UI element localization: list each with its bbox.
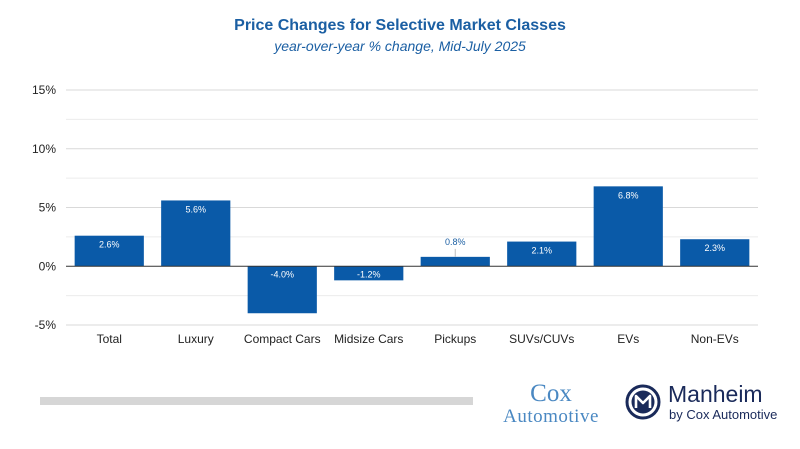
data-label: 0.8% — [445, 237, 466, 247]
cox-automotive-logo: Cox Automotive — [489, 381, 613, 427]
cox-logo-word: Cox — [530, 380, 572, 407]
x-tick-label: Pickups — [434, 332, 476, 346]
y-tick-label: 5% — [39, 201, 57, 215]
bar — [247, 266, 317, 314]
x-tick-label: Total — [97, 332, 122, 346]
y-tick-label: -5% — [35, 318, 57, 332]
data-label: -1.2% — [357, 269, 381, 279]
chart-title: Price Changes for Selective Market Class… — [234, 17, 566, 34]
data-label: 2.1% — [531, 246, 552, 256]
x-tick-label: Non-EVs — [691, 332, 739, 346]
y-tick-label: 15% — [32, 83, 56, 97]
bar — [74, 235, 144, 267]
data-label: 6.8% — [618, 190, 639, 200]
chart-subtitle: year-over-year % change, Mid-July 2025 — [274, 38, 526, 54]
data-label: 2.6% — [99, 240, 120, 250]
data-label: 2.3% — [704, 243, 725, 253]
y-tick-label: 0% — [39, 259, 57, 273]
manheim-logo-sub: by Cox Automotive — [669, 407, 778, 422]
x-tick-label: Luxury — [178, 332, 214, 346]
x-tick-label: EVs — [617, 332, 639, 346]
bar — [507, 241, 577, 267]
manheim-logo-name: Manheim — [668, 381, 763, 407]
x-tick-label: Midsize Cars — [334, 332, 403, 346]
decorative-bar — [40, 397, 473, 405]
manheim-logo: Manheim by Cox Automotive — [625, 381, 795, 425]
bar — [593, 186, 663, 267]
data-label: -4.0% — [270, 269, 294, 279]
x-tick-label: Compact Cars — [244, 332, 321, 346]
bar — [334, 266, 404, 281]
bar — [161, 200, 231, 267]
cox-logo-subword: Automotive — [503, 406, 599, 427]
manheim-m-icon — [625, 384, 661, 420]
y-tick-label: 10% — [32, 142, 56, 156]
x-tick-label: SUVs/CUVs — [509, 332, 574, 346]
data-label: 5.6% — [185, 204, 206, 214]
bar — [420, 256, 490, 267]
bar — [680, 239, 750, 267]
